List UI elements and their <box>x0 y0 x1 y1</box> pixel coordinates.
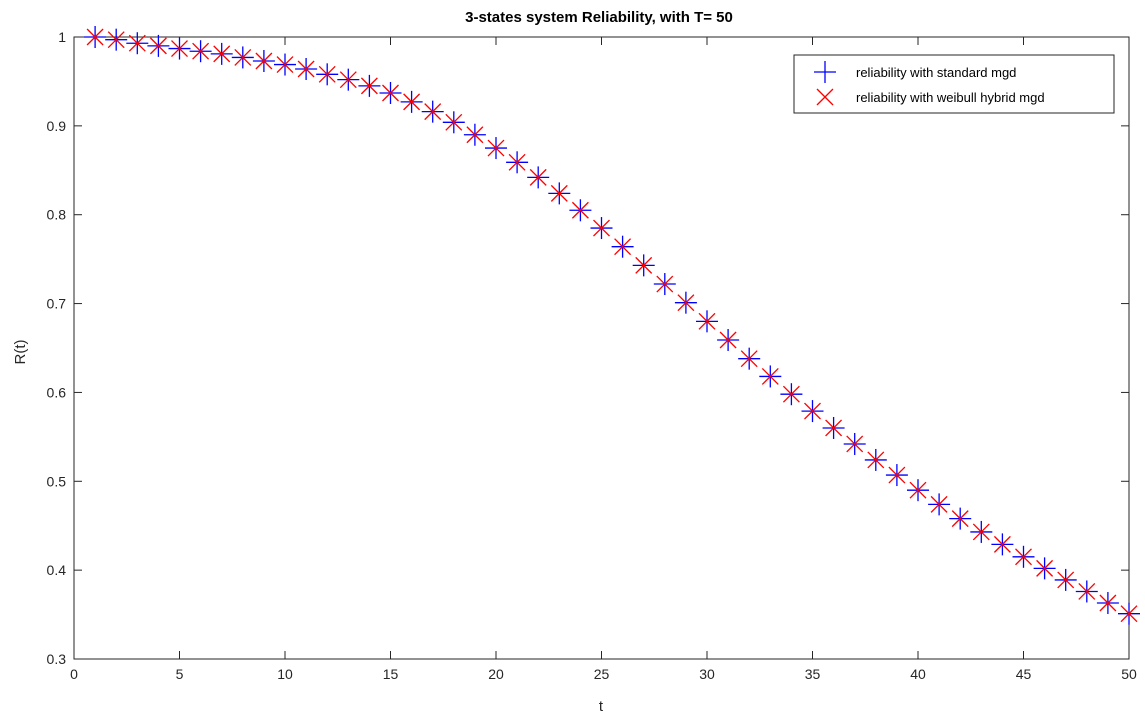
x-tick-label: 25 <box>594 666 610 682</box>
data-point-weibull <box>297 60 315 78</box>
x-axis: 0 5 10 15 20 25 30 35 40 45 50 <box>70 37 1137 682</box>
data-point-weibull <box>339 71 357 89</box>
x-tick-label: 10 <box>277 666 293 682</box>
y-tick-label: 0.5 <box>47 473 67 489</box>
data-point-weibull <box>740 350 758 368</box>
x-tick-label: 0 <box>70 666 78 682</box>
legend-label: reliability with standard mgd <box>856 65 1016 80</box>
data-point-weibull <box>867 451 885 469</box>
data-point-weibull <box>487 139 505 157</box>
y-tick-label: 0.9 <box>47 118 67 134</box>
data-point-weibull <box>466 126 484 144</box>
x-tick-label: 35 <box>805 666 821 682</box>
x-tick-label: 40 <box>910 666 926 682</box>
data-point-weibull <box>445 113 463 131</box>
y-tick-label: 1 <box>58 29 66 45</box>
data-point-weibull <box>1078 583 1096 600</box>
x-tick-label: 15 <box>383 666 399 682</box>
data-point-weibull <box>993 535 1011 553</box>
series-2 <box>86 28 1138 623</box>
data-point-weibull <box>635 256 653 274</box>
data-point-weibull <box>719 331 737 349</box>
data-point-weibull <box>550 184 568 202</box>
data-point-weibull <box>86 28 104 46</box>
x-tick-label: 20 <box>488 666 504 682</box>
data-point-weibull <box>529 168 547 186</box>
data-point-weibull <box>1099 594 1117 612</box>
data-point-weibull <box>213 45 231 63</box>
data-point-weibull <box>972 523 990 541</box>
data-point-weibull <box>234 48 252 66</box>
data-point-weibull <box>804 402 821 420</box>
y-tick-label: 0.6 <box>47 384 67 400</box>
data-point-weibull <box>951 510 969 528</box>
legend-entry-2[interactable]: reliability with weibull hybrid mgd <box>816 88 1045 106</box>
data-point-weibull <box>761 367 779 385</box>
data-point-weibull <box>825 419 843 437</box>
x-tick-label: 30 <box>699 666 715 682</box>
data-point-weibull <box>255 52 273 70</box>
y-tick-label: 0.7 <box>47 296 67 312</box>
legend-marker-x <box>816 88 834 106</box>
data-point-weibull <box>846 435 864 453</box>
data-point-weibull <box>1036 559 1054 577</box>
x-tick-label: 5 <box>176 666 184 682</box>
data-point-weibull <box>171 40 188 58</box>
data-point-weibull <box>656 275 674 293</box>
data-point-weibull <box>677 294 695 312</box>
data-marks <box>84 26 1140 625</box>
chart-title: 3-states system Reliability, with T= 50 <box>465 9 733 26</box>
data-point-weibull <box>782 385 800 403</box>
data-point-weibull <box>1015 548 1032 566</box>
legend-entry-1[interactable]: reliability with standard mgd <box>814 61 1016 83</box>
data-point-weibull <box>276 56 294 74</box>
data-point-weibull <box>593 219 610 237</box>
x-tick-label: 50 <box>1121 666 1137 682</box>
x-axis-label: t <box>599 698 604 715</box>
y-tick-label: 0.3 <box>47 651 67 667</box>
data-point-weibull <box>930 495 948 513</box>
y-tick-label: 0.8 <box>47 207 67 223</box>
data-point-weibull <box>909 481 927 499</box>
data-point-weibull <box>614 238 632 256</box>
data-point-weibull <box>508 153 526 171</box>
legend[interactable]: reliability with standard mgd reliability… <box>793 54 1115 114</box>
data-point-weibull <box>888 466 906 484</box>
data-point-weibull <box>360 77 378 95</box>
legend-marker-plus <box>814 61 836 83</box>
data-point-weibull <box>571 201 589 219</box>
data-point-weibull <box>1057 571 1075 589</box>
data-point-weibull <box>698 312 716 330</box>
y-axis: 0.3 0.4 0.5 0.6 0.7 0.8 0.9 1 <box>47 29 1129 667</box>
data-point-weibull <box>382 84 399 102</box>
legend-label: reliability with weibull hybrid mgd <box>856 90 1045 105</box>
data-point-weibull <box>424 103 442 121</box>
y-tick-label: 0.4 <box>47 562 67 578</box>
data-point-weibull <box>1120 605 1138 623</box>
data-point-weibull <box>318 65 336 83</box>
data-point-weibull <box>128 34 146 52</box>
y-axis-label: R(t) <box>12 340 29 365</box>
x-tick-label: 45 <box>1016 666 1032 682</box>
data-point-weibull <box>107 31 125 49</box>
legend-box <box>793 54 1115 114</box>
plot-area <box>73 36 1130 660</box>
data-point-weibull <box>149 37 167 55</box>
data-point-weibull <box>192 42 210 60</box>
data-point-weibull <box>403 93 421 111</box>
